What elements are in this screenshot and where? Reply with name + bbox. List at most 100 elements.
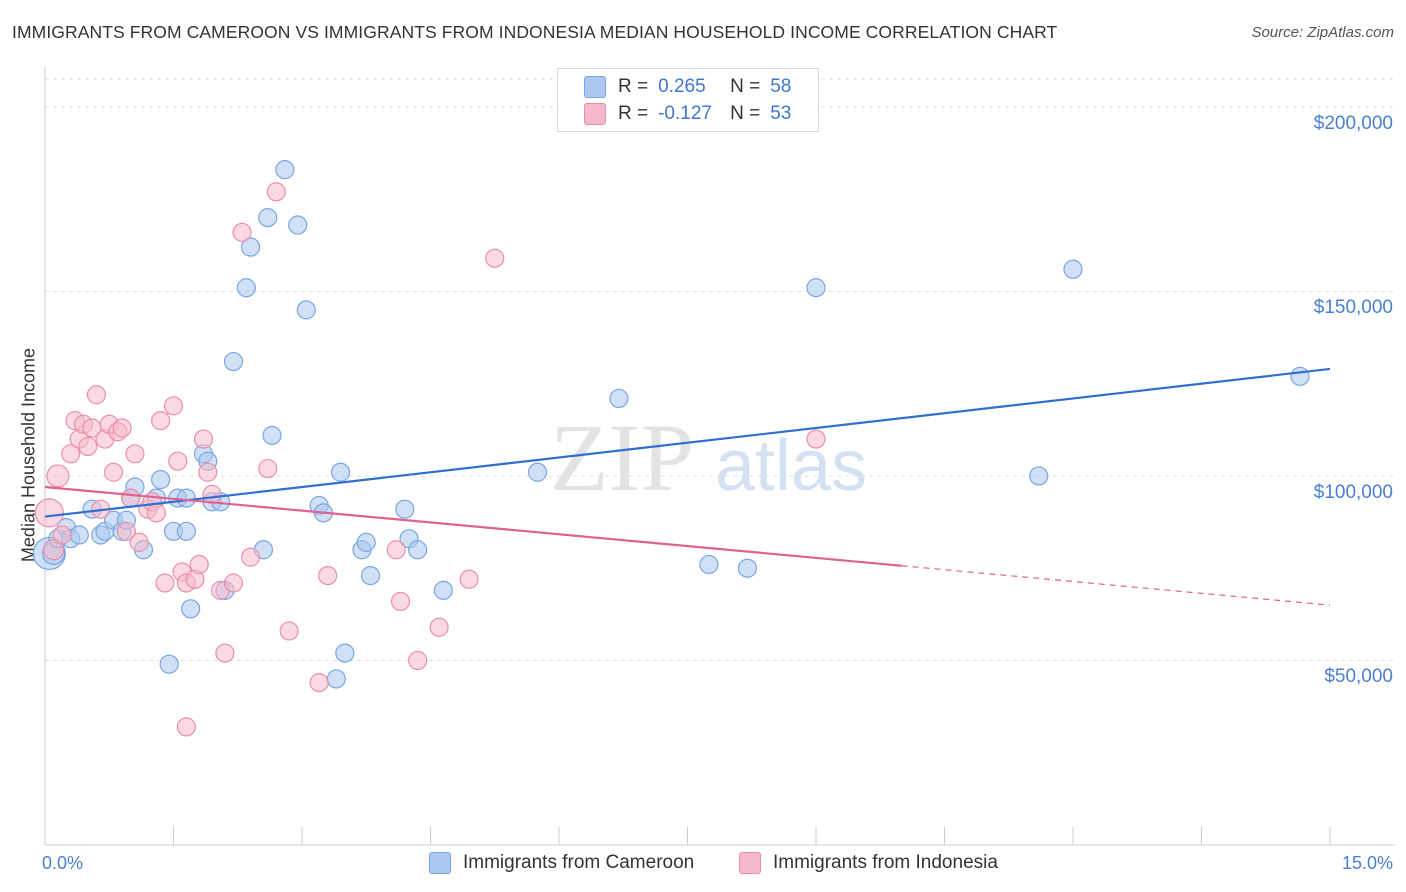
indonesia-point — [386, 540, 406, 560]
x-tick-label-min: 0.0% — [42, 853, 84, 873]
cameroon-point — [699, 554, 719, 575]
indonesia-point — [129, 532, 149, 552]
y-tick-label: $150,000 — [1313, 297, 1393, 319]
cameroon-point — [527, 462, 548, 482]
indonesia-point — [485, 248, 505, 268]
legend-n-value: 58 — [770, 76, 792, 97]
x-tick-label-max: 15.0% — [1341, 853, 1393, 873]
cameroon-point — [395, 499, 415, 519]
indonesia-point — [241, 547, 261, 567]
cameroon-point — [408, 540, 428, 560]
legend-row-indonesia: R = -0.127 N = 53 — [584, 101, 791, 127]
cameroon-point — [1290, 366, 1310, 386]
cameroon-point — [360, 565, 381, 586]
legend-row-cameroon: R = 0.265 N = 58 — [584, 74, 791, 100]
indonesia-point — [309, 673, 329, 693]
bottom-legend-label: Immigrants from Cameroon — [463, 852, 695, 873]
cameroon-point — [176, 521, 196, 541]
cameroon-point — [806, 278, 826, 298]
cameroon-point — [356, 532, 376, 552]
indonesia-point — [806, 429, 826, 449]
cameroon-point — [275, 160, 295, 180]
indonesia-point — [198, 462, 218, 482]
legend-r-label: R = — [618, 76, 649, 97]
trend-lines — [44, 367, 1331, 606]
indonesia-point — [121, 488, 141, 508]
data-points — [32, 160, 1310, 737]
y-tick-label: $100,000 — [1313, 481, 1393, 503]
cameroon-point — [241, 237, 261, 257]
indonesia-point — [125, 444, 145, 464]
indonesia-point — [116, 521, 136, 541]
cameroon-point — [609, 388, 629, 409]
legend-swatch-pink — [584, 103, 606, 125]
source-credit: Source: ZipAtlas.com — [1251, 24, 1394, 41]
legend-n-value: 53 — [770, 103, 792, 124]
cameroon-point — [326, 669, 346, 689]
cameroon-point — [258, 208, 278, 228]
indonesia-point — [42, 539, 65, 561]
bottom-swatch-blue — [429, 852, 451, 874]
indonesia-point — [193, 429, 214, 449]
indonesia-point — [429, 617, 449, 637]
cameroon-point — [69, 525, 89, 545]
grid-lines — [45, 78, 1395, 661]
indonesia-point — [61, 444, 81, 464]
correlation-legend: R = 0.265 N = 58 R = -0.127 N = 53 — [557, 68, 819, 132]
indonesia-point — [232, 222, 252, 242]
indonesia-point — [34, 498, 64, 528]
indonesia-point — [318, 565, 338, 586]
legend-r-label: R = — [618, 103, 649, 124]
indonesia-point — [52, 525, 72, 545]
legend-r-value: 0.265 — [658, 76, 706, 97]
indonesia-point — [390, 591, 411, 612]
indonesia-point — [46, 464, 70, 488]
cameroon-point — [181, 599, 201, 619]
axes — [44, 67, 1395, 846]
cameroon-point — [433, 580, 453, 600]
cameroon-point — [262, 425, 282, 445]
indonesia-point — [151, 410, 171, 431]
cameroon-point — [335, 643, 355, 663]
legend-swatch-blue — [584, 76, 606, 98]
indonesia-point — [258, 458, 278, 479]
indonesia-point — [459, 569, 479, 589]
indonesia-point — [112, 418, 132, 438]
indonesia-point — [168, 451, 188, 471]
watermark-zip: ZIP — [550, 404, 694, 511]
cameroon-point — [1029, 466, 1049, 486]
indonesia-point — [215, 643, 235, 663]
chart-title: IMMIGRANTS FROM CAMEROON VS IMMIGRANTS F… — [12, 22, 1058, 42]
bottom-legend-label: Immigrants from Indonesia — [773, 852, 998, 873]
cameroon-point — [1063, 259, 1083, 279]
cameroon-point — [296, 300, 316, 320]
indonesia-point — [176, 717, 196, 737]
y-tick-label: $200,000 — [1313, 112, 1393, 134]
trend-line-1 — [44, 485, 902, 567]
trend-line-extension-1 — [901, 565, 1331, 606]
indonesia-point — [103, 462, 124, 482]
cameroon-point — [330, 462, 351, 482]
indonesia-point — [279, 621, 299, 641]
legend-r-value: -0.127 — [658, 103, 712, 124]
indonesia-point — [223, 573, 244, 593]
legend-n-label: N = — [730, 76, 761, 97]
cameroon-point — [159, 654, 179, 674]
trend-line-0 — [44, 367, 1331, 518]
indonesia-point — [155, 573, 175, 593]
indonesia-point — [163, 396, 184, 416]
indonesia-point — [189, 554, 209, 575]
bottom-legend-cameroon: Immigrants from Cameroon — [429, 852, 694, 874]
cameroon-point — [223, 351, 244, 372]
cameroon-point — [151, 470, 171, 490]
y-tick-label: $50,000 — [1324, 666, 1393, 688]
legend-n-label: N = — [730, 103, 761, 124]
indonesia-point — [78, 436, 98, 457]
indonesia-point — [86, 385, 107, 405]
cameroon-point — [236, 278, 256, 298]
cameroon-point — [288, 215, 308, 235]
indonesia-point — [408, 650, 428, 671]
cameroon-point — [176, 488, 196, 508]
bottom-legend-indonesia: Immigrants from Indonesia — [739, 852, 998, 874]
